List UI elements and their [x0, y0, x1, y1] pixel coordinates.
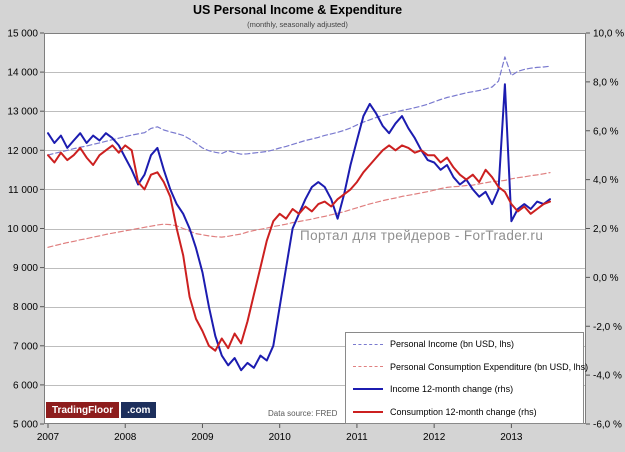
- svg-text:2007: 2007: [37, 432, 60, 443]
- svg-text:8,0 %: 8,0 %: [593, 77, 619, 88]
- svg-text:2011: 2011: [346, 432, 368, 443]
- legend-row-consumption-change: Consumption 12-month change (rhs): [346, 407, 583, 417]
- legend-label-personal-income: Personal Income (bn USD, lhs): [390, 339, 515, 350]
- legend-label-income-change: Income 12-month change (rhs): [390, 384, 514, 395]
- legend-swatch-consumption-change: [353, 410, 383, 413]
- legend-row-pce: Personal Consumption Expenditure (bn USD…: [346, 362, 588, 372]
- svg-text:15 000: 15 000: [7, 29, 38, 40]
- svg-text:-2,0 %: -2,0 %: [593, 322, 622, 333]
- svg-text:2009: 2009: [191, 432, 214, 443]
- svg-text:11 000: 11 000: [8, 185, 38, 196]
- svg-text:13 000: 13 000: [7, 107, 38, 118]
- svg-text:14 000: 14 000: [7, 68, 38, 79]
- legend-row-personal-income: Personal Income (bn USD, lhs): [346, 339, 583, 349]
- svg-text:2008: 2008: [114, 432, 137, 443]
- svg-text:10 000: 10 000: [7, 224, 38, 235]
- svg-text:6,0 %: 6,0 %: [593, 126, 619, 137]
- tradingfloor-logo: TradingFloor .com: [46, 402, 157, 418]
- legend: Personal Income (bn USD, lhs) Personal C…: [345, 332, 588, 424]
- svg-text:8 000: 8 000: [13, 302, 38, 313]
- chart-title: US Personal Income & Expenditure: [192, 3, 403, 17]
- svg-text:0,0 %: 0,0 %: [593, 273, 619, 284]
- svg-text:-4,0 %: -4,0 %: [593, 371, 622, 382]
- data-source-label: Data source: FRED: [268, 409, 338, 418]
- watermark: Портал для трейдеров - ForTrader.ru: [300, 228, 544, 243]
- svg-text:7 000: 7 000: [13, 341, 38, 352]
- logo-primary: TradingFloor: [46, 402, 120, 418]
- svg-text:10,0 %: 10,0 %: [593, 29, 624, 40]
- svg-text:5 000: 5 000: [13, 420, 38, 431]
- legend-label-consumption-change: Consumption 12-month change (rhs): [390, 406, 537, 417]
- svg-text:4,0 %: 4,0 %: [593, 175, 619, 186]
- legend-label-pce: Personal Consumption Expenditure (bn USD…: [390, 361, 589, 372]
- legend-swatch-pce: [353, 366, 383, 368]
- chart-subtitle: (monthly, seasonally adjusted): [247, 20, 348, 29]
- svg-text:2,0 %: 2,0 %: [593, 224, 619, 235]
- svg-text:6 000: 6 000: [13, 380, 38, 391]
- legend-swatch-income-change: [353, 388, 383, 391]
- logo-suffix: .com: [121, 402, 157, 418]
- svg-text:-6,0 %: -6,0 %: [593, 420, 622, 431]
- svg-text:2013: 2013: [500, 432, 523, 443]
- legend-swatch-personal-income: [353, 343, 383, 345]
- svg-text:2012: 2012: [423, 432, 446, 443]
- svg-text:9 000: 9 000: [13, 263, 38, 274]
- svg-text:2010: 2010: [269, 432, 292, 443]
- legend-row-income-change: Income 12-month change (rhs): [346, 384, 583, 394]
- svg-text:12 000: 12 000: [7, 146, 38, 157]
